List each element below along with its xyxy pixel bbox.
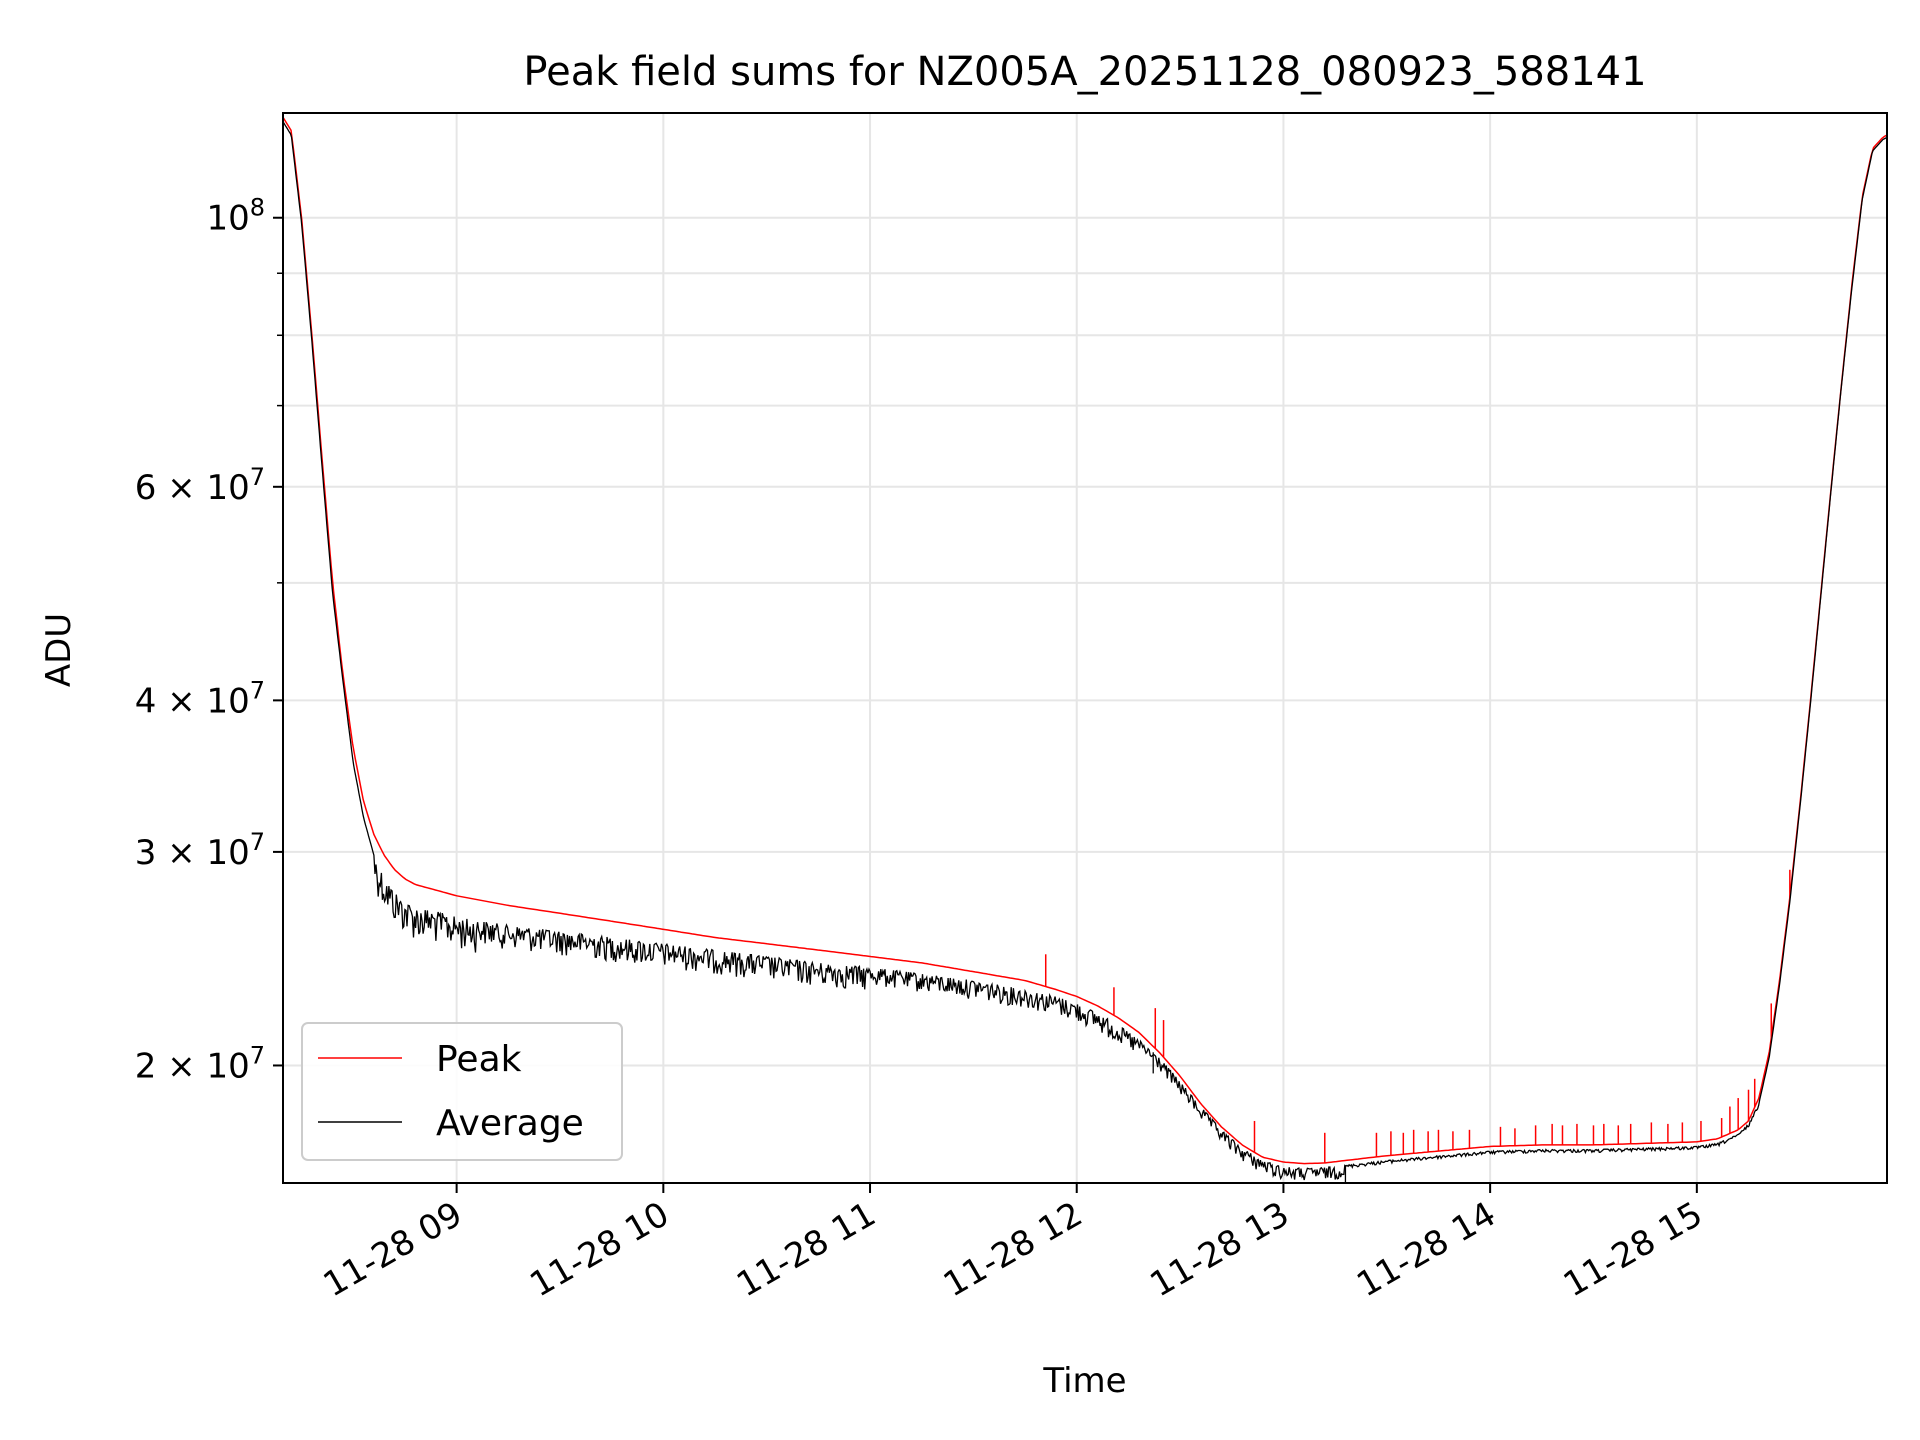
- x-axis-label: Time: [1042, 1361, 1126, 1401]
- legend: Peak Average: [301, 1022, 623, 1161]
- legend-label-average: Average: [436, 1103, 584, 1144]
- x-axis-ticks: [455, 1183, 1698, 1193]
- series-line-average: [283, 121, 1887, 1181]
- y-tick-label: 3 × 107: [135, 828, 265, 873]
- y-axis-tick-labels: 2 × 107 3 × 107 4 × 107 6 × 107 108: [135, 194, 265, 1087]
- y-tick-label: 2 × 107: [135, 1041, 265, 1086]
- series-line-peak: [283, 116, 1887, 1165]
- y-tick-label: 4 × 107: [135, 676, 265, 721]
- y-tick-label: 108: [206, 194, 265, 239]
- y-tick-label: 6 × 107: [135, 463, 265, 508]
- series-layer: [283, 116, 1887, 1183]
- chart-title: Peak field sums for NZ005A_20251128_0809…: [523, 49, 1646, 95]
- grid: [283, 113, 1887, 1183]
- legend-label-peak: Peak: [436, 1039, 522, 1080]
- plot-frame: [282, 112, 1888, 1184]
- y-axis-label: ADU: [39, 613, 79, 687]
